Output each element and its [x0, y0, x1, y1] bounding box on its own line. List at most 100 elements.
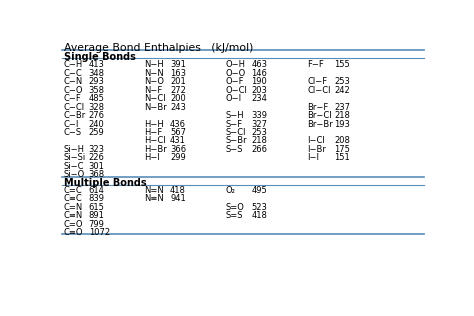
Text: C−O: C−O — [63, 86, 82, 95]
Text: 208: 208 — [334, 137, 350, 145]
Text: 242: 242 — [334, 86, 350, 95]
Text: O−F: O−F — [226, 77, 245, 86]
Text: 839: 839 — [89, 194, 105, 203]
Text: F−F: F−F — [307, 60, 324, 69]
Text: H−H: H−H — [145, 119, 164, 129]
Text: O₂: O₂ — [226, 186, 236, 195]
Text: 431: 431 — [170, 137, 186, 145]
Text: 243: 243 — [170, 103, 186, 112]
Text: H−I: H−I — [145, 154, 160, 162]
Text: 323: 323 — [89, 145, 105, 154]
Text: 218: 218 — [251, 137, 267, 145]
Text: 193: 193 — [334, 119, 350, 129]
Text: 615: 615 — [89, 203, 105, 212]
Text: 234: 234 — [251, 94, 267, 103]
Text: 163: 163 — [170, 69, 186, 78]
Text: 293: 293 — [89, 77, 105, 86]
Text: S−H: S−H — [226, 111, 245, 120]
Text: C≡C: C≡C — [63, 194, 82, 203]
Text: 485: 485 — [89, 94, 105, 103]
Text: 253: 253 — [334, 77, 350, 86]
Text: 146: 146 — [251, 69, 267, 78]
Text: C−Cl: C−Cl — [63, 103, 84, 112]
Text: C−Br: C−Br — [63, 111, 85, 120]
Text: 418: 418 — [251, 211, 267, 220]
Text: S−F: S−F — [226, 119, 243, 129]
Text: Br−F: Br−F — [307, 103, 328, 112]
Text: C−I: C−I — [63, 119, 79, 129]
Text: 436: 436 — [170, 119, 186, 129]
Text: 614: 614 — [89, 186, 105, 195]
Text: S−S: S−S — [226, 145, 243, 154]
Text: 175: 175 — [334, 145, 350, 154]
Text: 327: 327 — [251, 119, 267, 129]
Text: C−C: C−C — [63, 69, 82, 78]
Text: Cl−Cl: Cl−Cl — [307, 86, 331, 95]
Text: I−Br: I−Br — [307, 145, 326, 154]
Text: Br−Br: Br−Br — [307, 119, 333, 129]
Text: Si−Si: Si−Si — [63, 154, 85, 162]
Text: 155: 155 — [334, 60, 350, 69]
Text: 1072: 1072 — [89, 228, 110, 237]
Text: O−H: O−H — [226, 60, 246, 69]
Text: 366: 366 — [170, 145, 186, 154]
Text: Average Bond Enthalpies   (kJ/mol): Average Bond Enthalpies (kJ/mol) — [64, 43, 253, 53]
Text: C=C: C=C — [63, 186, 82, 195]
Text: Br−Cl: Br−Cl — [307, 111, 332, 120]
Text: 200: 200 — [170, 94, 186, 103]
Text: Cl−F: Cl−F — [307, 77, 328, 86]
Text: O−I: O−I — [226, 94, 242, 103]
Text: 253: 253 — [251, 128, 267, 137]
Text: 391: 391 — [170, 60, 186, 69]
Text: S=O: S=O — [226, 203, 245, 212]
Text: Si−C: Si−C — [63, 162, 83, 171]
Text: 463: 463 — [251, 60, 267, 69]
Text: I−I: I−I — [307, 154, 319, 162]
Text: C≡N: C≡N — [63, 211, 82, 220]
Text: 495: 495 — [251, 186, 267, 195]
Text: 348: 348 — [89, 69, 105, 78]
Text: C=O: C=O — [63, 220, 82, 229]
Text: Si−O: Si−O — [63, 170, 84, 179]
Text: 358: 358 — [89, 86, 105, 95]
Text: H−Br: H−Br — [145, 145, 167, 154]
Text: 259: 259 — [89, 128, 104, 137]
Text: 891: 891 — [89, 211, 105, 220]
Text: N=N: N=N — [145, 186, 164, 195]
Text: 339: 339 — [251, 111, 267, 120]
Text: 190: 190 — [251, 77, 267, 86]
Text: 523: 523 — [251, 203, 267, 212]
Text: C=N: C=N — [63, 203, 82, 212]
Text: N−Cl: N−Cl — [145, 94, 166, 103]
Text: 272: 272 — [170, 86, 186, 95]
Text: 418: 418 — [170, 186, 186, 195]
Text: 237: 237 — [334, 103, 350, 112]
Text: 941: 941 — [170, 194, 186, 203]
Text: C−F: C−F — [63, 94, 81, 103]
Text: 226: 226 — [89, 154, 105, 162]
Text: Multiple Bonds: Multiple Bonds — [64, 178, 146, 188]
Text: 567: 567 — [170, 128, 186, 137]
Text: 276: 276 — [89, 111, 105, 120]
Text: 799: 799 — [89, 220, 105, 229]
Text: N−N: N−N — [145, 69, 164, 78]
Text: S−Br: S−Br — [226, 137, 247, 145]
Text: O−O: O−O — [226, 69, 246, 78]
Text: C−N: C−N — [63, 77, 82, 86]
Text: H−F: H−F — [145, 128, 163, 137]
Text: 368: 368 — [89, 170, 105, 179]
Text: 151: 151 — [334, 154, 350, 162]
Text: N−F: N−F — [145, 86, 163, 95]
Text: C−H: C−H — [63, 60, 82, 69]
Text: Si−H: Si−H — [63, 145, 84, 154]
Text: 218: 218 — [334, 111, 350, 120]
Text: N≡N: N≡N — [145, 194, 164, 203]
Text: C≡O: C≡O — [63, 228, 82, 237]
Text: 240: 240 — [89, 119, 104, 129]
Text: H−Cl: H−Cl — [145, 137, 166, 145]
Text: 328: 328 — [89, 103, 105, 112]
Text: S=S: S=S — [226, 211, 243, 220]
Text: 266: 266 — [251, 145, 267, 154]
Text: N−O: N−O — [145, 77, 164, 86]
Text: 413: 413 — [89, 60, 105, 69]
